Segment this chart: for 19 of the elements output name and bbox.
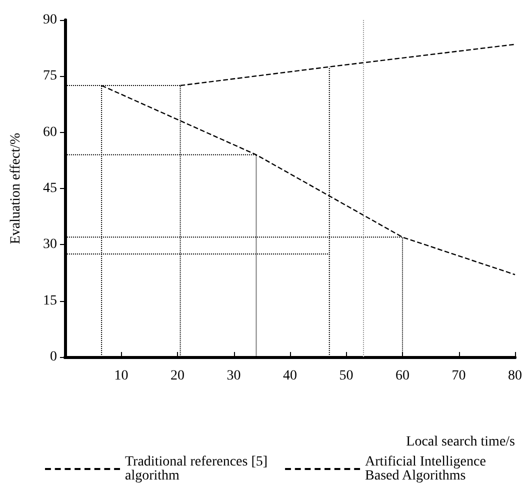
x-tick-label: 30 [226,368,241,384]
y-tick-label: 45 [43,181,57,196]
x-tick-label: 20 [170,368,184,384]
x-axis-title: Local search time/s [406,434,515,450]
x-tick-label: 10 [114,368,128,384]
y-axis-title: Evaluation effect/% [8,132,24,244]
y-tick-label: 75 [43,68,57,84]
x-tick-label: 80 [508,368,522,384]
x-tick-label: 60 [396,368,410,384]
x-tick-label: 70 [452,368,466,384]
y-tick-label: 60 [43,124,57,140]
legend-label: Artificial Intelligence Based Algorithms [365,454,490,484]
y-tick-label: 0 [50,350,57,364]
y-tick-label: 30 [43,237,57,252]
y-tick-label: 90 [43,12,57,28]
x-tick-label: 50 [339,368,354,384]
x-tick-label: 40 [283,368,297,384]
y-tick-label: 15 [43,293,57,308]
legend-label: Traditional references [5] algorithm [125,454,272,484]
